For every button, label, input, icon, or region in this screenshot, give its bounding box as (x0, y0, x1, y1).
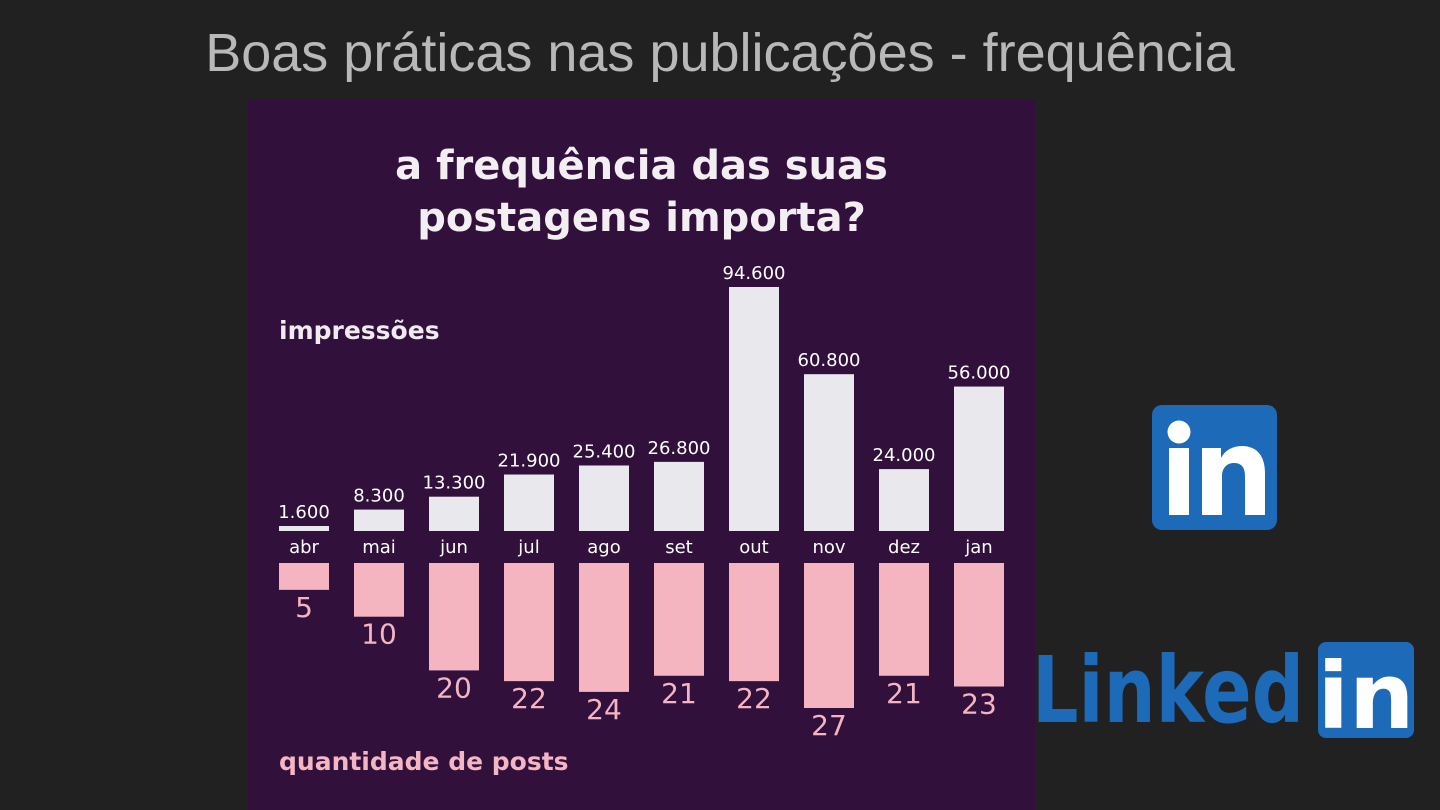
impressions-bar (429, 496, 479, 531)
month-label: set (665, 537, 693, 558)
chart-title-line-1: a frequência das suas (395, 143, 888, 189)
impressions-bar (804, 374, 854, 531)
posts-value-label: 27 (811, 709, 847, 742)
posts-bar (879, 563, 929, 676)
impressions-value-label: 26.800 (648, 438, 711, 459)
impressions-value-label: 24.000 (873, 445, 936, 466)
month-label: nov (812, 537, 845, 558)
slide-title: Boas práticas nas publicações - frequênc… (205, 23, 1235, 83)
impressions-value-label: 94.600 (723, 263, 786, 284)
posts-value-label: 20 (436, 671, 472, 704)
chart-panel: a frequência das suas postagens importa?… (248, 100, 1035, 810)
impressions-value-label: 25.400 (573, 441, 636, 462)
chart-title-line-2: postagens importa? (417, 195, 866, 241)
impressions-value-label: 60.800 (798, 350, 861, 371)
impressions-value-label: 56.000 (948, 363, 1011, 384)
month-label: jun (439, 537, 468, 558)
linkedin-wordmark-logo: Linked in (1032, 640, 1415, 740)
posts-bar (429, 563, 479, 671)
impressions-bar (879, 469, 929, 531)
posts-bar (504, 563, 554, 682)
impressions-value-label: 21.900 (498, 451, 561, 472)
impressions-bar (729, 287, 779, 531)
chart-title: a frequência das suas postagens importa? (248, 140, 1035, 244)
linkedin-badge-text: in (1317, 643, 1414, 740)
posts-value-label: 10 (361, 618, 397, 651)
posts-value-label: 22 (511, 682, 547, 715)
posts-bar (804, 563, 854, 708)
posts-bar (354, 563, 404, 617)
posts-label: quantidade de posts (279, 747, 569, 776)
linkedin-wordmark-text: Linked (1032, 640, 1304, 740)
posts-value-label: 24 (586, 693, 622, 726)
month-label: jan (964, 537, 992, 558)
month-label: ago (587, 537, 620, 558)
posts-bar (279, 563, 329, 590)
impressions-label: impressões (279, 316, 440, 345)
impressions-bar (504, 474, 554, 531)
linkedin-badge (1318, 642, 1414, 738)
month-label: abr (289, 537, 319, 558)
impressions-bar (354, 509, 404, 531)
posts-bar (579, 563, 629, 692)
linkedin-in-icon (1152, 405, 1277, 530)
posts-value-label: 5 (295, 591, 313, 624)
posts-bar (954, 563, 1004, 687)
impressions-value-label: 1.600 (278, 502, 330, 523)
impressions-value-label: 8.300 (353, 486, 405, 507)
month-label: out (739, 537, 768, 558)
posts-value-label: 21 (661, 677, 697, 710)
posts-bar (654, 563, 704, 676)
posts-value-label: 21 (886, 677, 922, 710)
impressions-bar (954, 386, 1004, 531)
month-label: dez (888, 537, 920, 558)
posts-bar (729, 563, 779, 682)
month-label: mai (362, 537, 396, 558)
month-label: jul (517, 537, 539, 558)
impressions-bar (279, 526, 329, 531)
impressions-bar (579, 465, 629, 531)
posts-value-label: 22 (736, 682, 772, 715)
impressions-posts-chart: 1.600 abr 5 8.300 mai 10 13.300 jun 20 21.900 jul 2… (278, 263, 1011, 742)
impressions-bar (654, 461, 704, 531)
impressions-value-label: 13.300 (423, 473, 486, 494)
posts-value-label: 23 (961, 688, 997, 721)
